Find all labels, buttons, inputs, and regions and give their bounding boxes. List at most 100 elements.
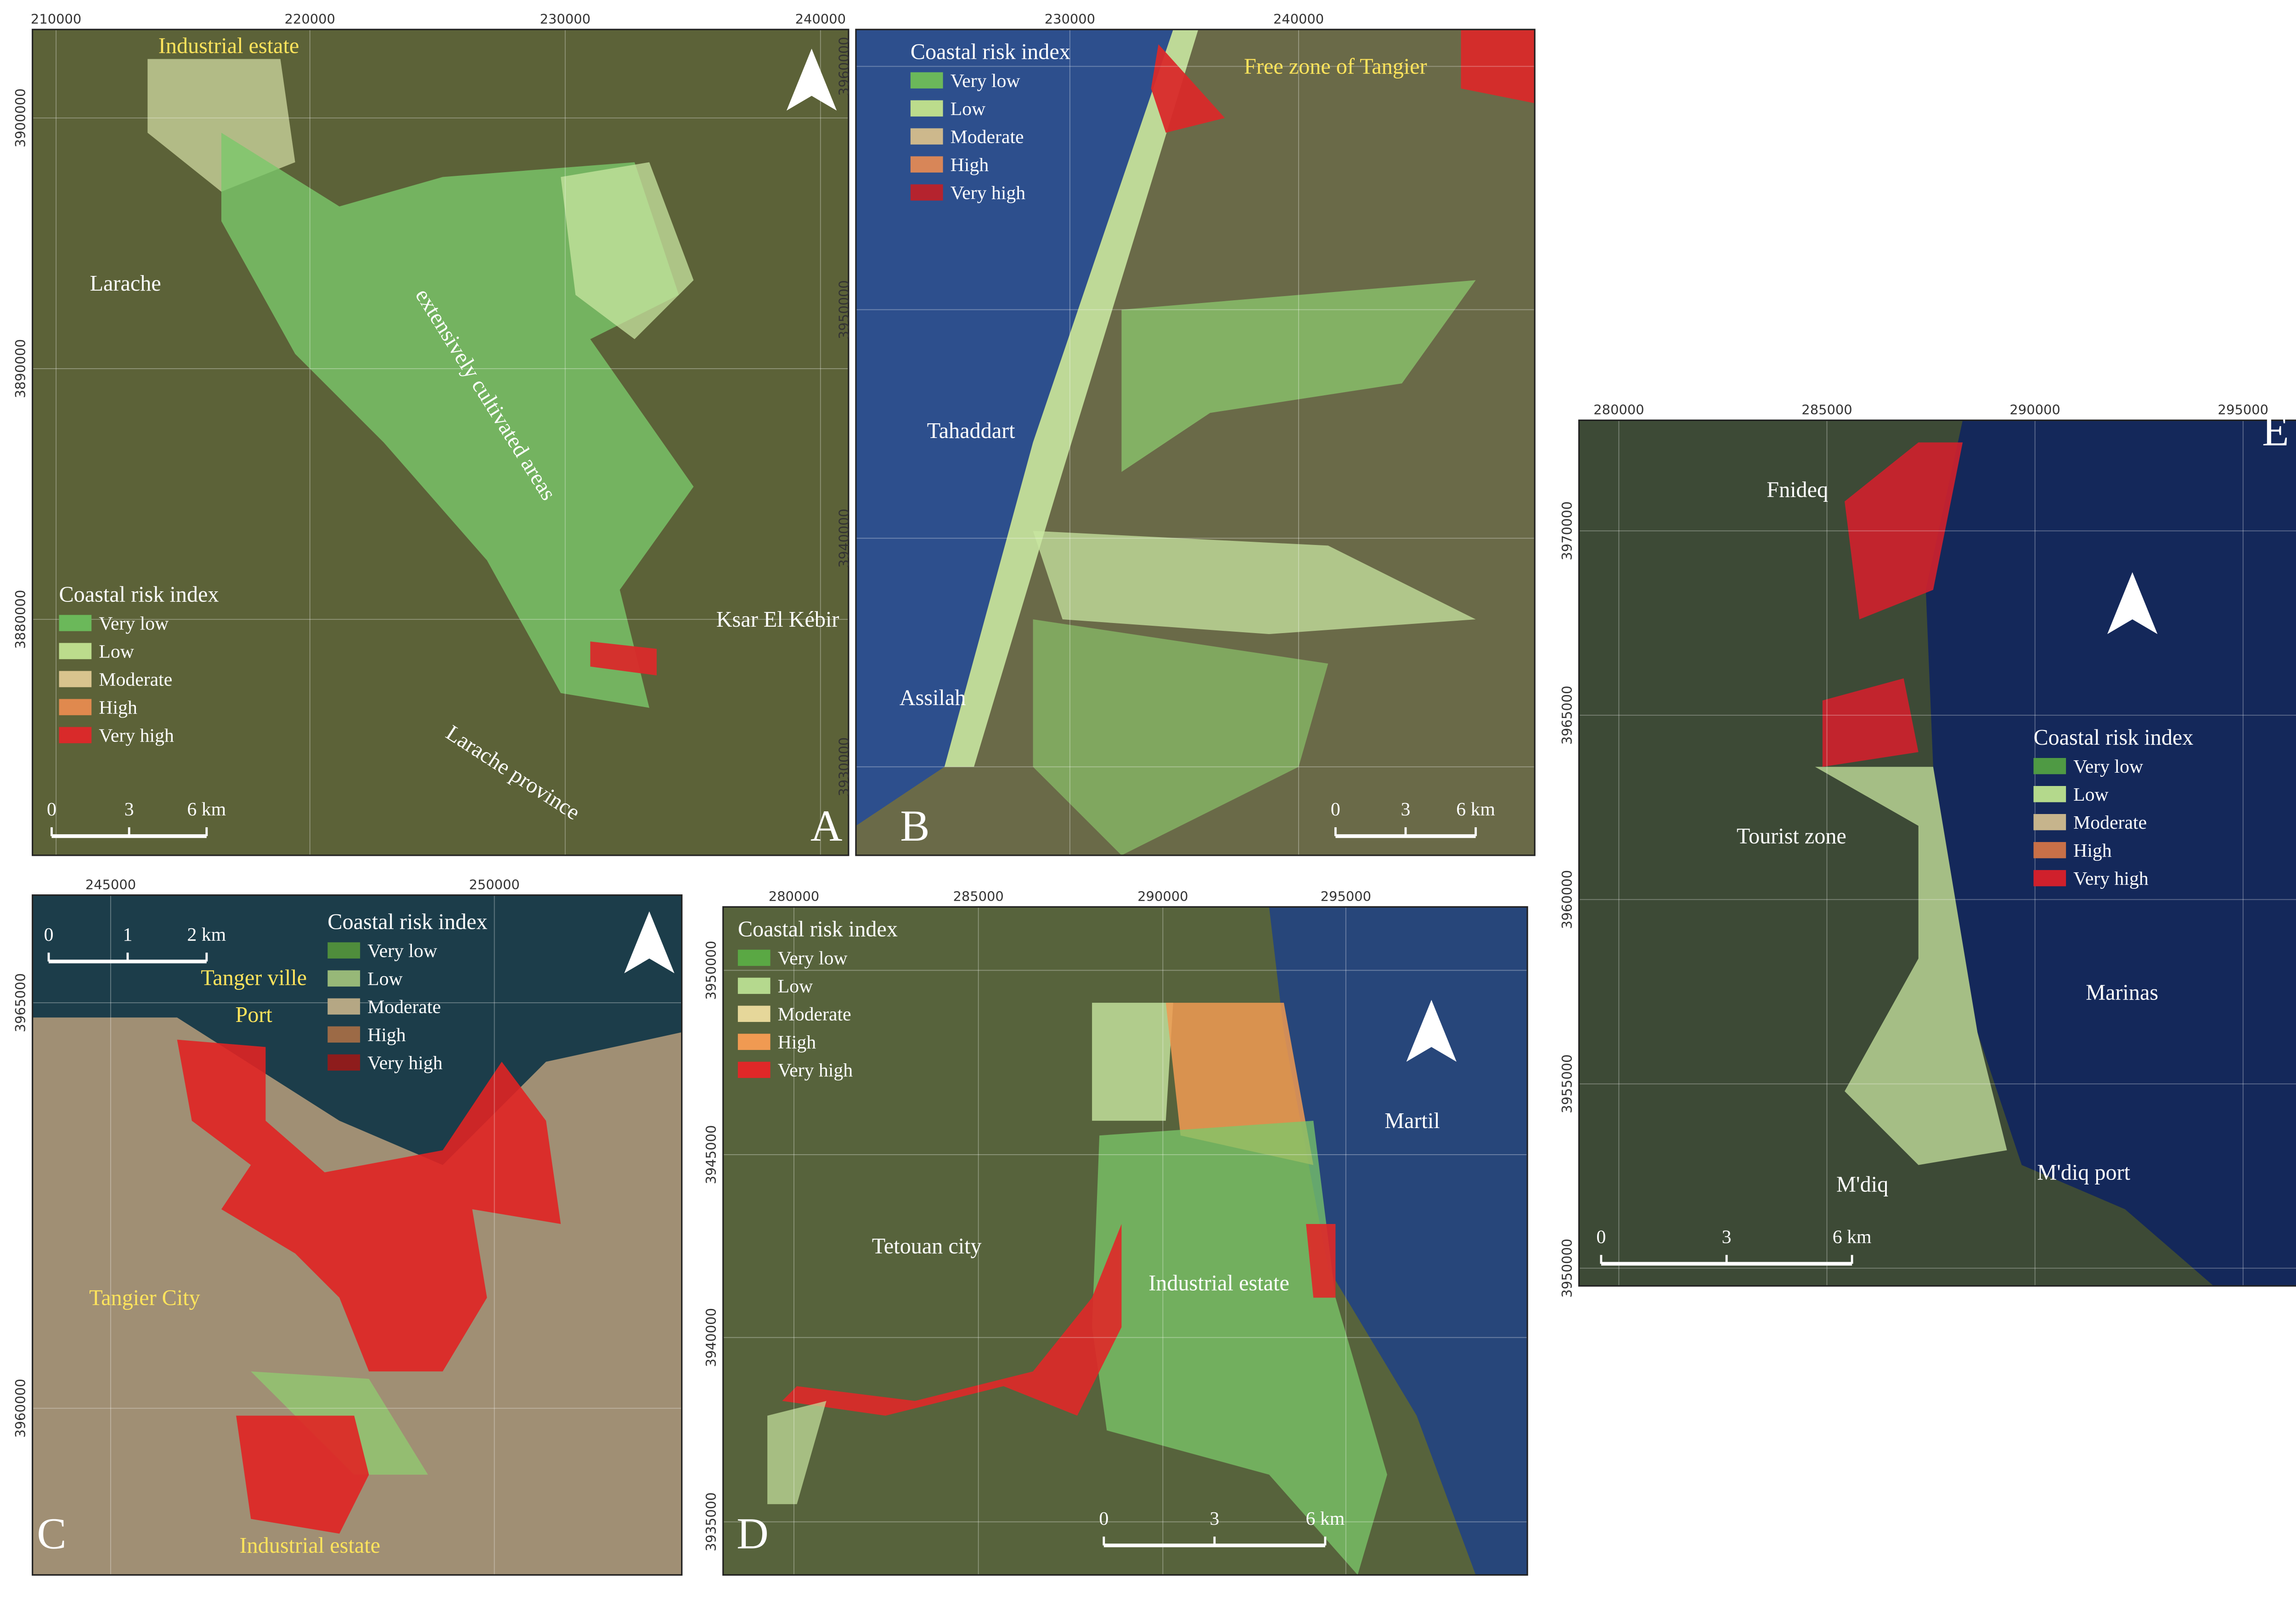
map-panel: 210000 220000 230000 240000 3900000 3890000 38… (13, 11, 850, 856)
scale-label: 0 (1099, 1508, 1109, 1529)
north-arrow (2107, 572, 2158, 634)
legend-label: Moderate (367, 997, 441, 1018)
legend-title: Coastal risk index (327, 910, 487, 934)
risk-zone (1925, 420, 2296, 1286)
legend-label: Moderate (2073, 812, 2147, 833)
frame (1578, 419, 2296, 1287)
legend-swatch (327, 942, 360, 959)
y-coordinate: 3965000 (1559, 685, 1575, 745)
legend-swatch (737, 1061, 771, 1078)
risk-zone (1461, 29, 1535, 103)
legend-label: High (99, 697, 137, 719)
y-coordinate: 3940000 (836, 509, 852, 568)
legend-label: Moderate (951, 127, 1024, 148)
y-coordinate: 3940000 (703, 1308, 719, 1367)
north-arrow (1406, 999, 1457, 1062)
x-coordinate: 240000 (1273, 11, 1324, 27)
risk-zone (1845, 442, 1963, 620)
legend-label: Very low (99, 613, 169, 634)
y-coordinate: 3970000 (1559, 501, 1575, 561)
legend-swatch (59, 727, 92, 743)
frame (32, 28, 850, 856)
risk-zone (236, 1415, 369, 1534)
legend-swatch (737, 1005, 771, 1022)
scale-label: 3 (1210, 1508, 1219, 1529)
panel-letter: A (810, 801, 843, 850)
legend-swatch (910, 100, 943, 117)
y-coordinate: 3950000 (703, 941, 719, 1000)
risk-zone (1269, 907, 1528, 1575)
risk-zone (1822, 678, 1919, 767)
place-label: Tetouan city (872, 1234, 982, 1258)
scale-label: 2 km (187, 924, 226, 945)
x-coordinate: 220000 (285, 11, 335, 27)
legend-label: Very high (951, 183, 1026, 204)
map-panel: 280000 285000 290000 295000 3950000 3945000 39… (703, 889, 1528, 1576)
legend-swatch (59, 643, 92, 659)
map-panel: 230000 240000 3960000 3950000 3940000 3930000… (836, 11, 1536, 856)
y-coordinate: 3960000 (1559, 870, 1575, 929)
risk-zone (1033, 531, 1476, 634)
legend-swatch (327, 1026, 360, 1043)
legend-label: Very high (778, 1060, 853, 1081)
legend-swatch (327, 998, 360, 1015)
legend-label: Very high (99, 725, 174, 747)
x-coordinate: 280000 (769, 889, 819, 904)
risk-zone (590, 641, 657, 676)
place-label: Tourist zone (1737, 824, 1846, 848)
panel-letter: E (2262, 406, 2289, 455)
place-label: Tanger ville (201, 966, 307, 990)
legend-label: Moderate (99, 669, 172, 691)
place-label: Ksar El Kébir (716, 607, 839, 632)
x-coordinate: 230000 (1045, 11, 1095, 27)
x-coordinate: 285000 (1801, 402, 1852, 418)
legend-swatch (2033, 842, 2066, 859)
place-label: Industrial estate (240, 1533, 381, 1558)
x-coordinate: 280000 (1593, 402, 1644, 418)
x-coordinate: 290000 (2009, 402, 2060, 418)
place-label: M'diq port (2037, 1161, 2130, 1185)
scale-label: 0 (44, 924, 54, 945)
x-coordinate: 295000 (2218, 402, 2268, 418)
legend-label: Low (951, 99, 986, 120)
place-label: Port (236, 1003, 273, 1027)
place-label: Assilah (900, 685, 966, 710)
legend-swatch (59, 615, 92, 631)
scale-label: 0 (47, 799, 56, 820)
place-label: Free zone of Tangier (1244, 55, 1427, 79)
legend-swatch (2033, 786, 2066, 803)
y-coordinate: 3950000 (1559, 1239, 1575, 1298)
legend-swatch (327, 970, 360, 987)
scale-label: 3 (1401, 799, 1411, 820)
legend-label: Low (367, 969, 403, 990)
legend-swatch (737, 949, 771, 966)
panel-letter: C (37, 1509, 66, 1558)
risk-zone (782, 1224, 1122, 1416)
place-label: Tahaddart (927, 419, 1016, 443)
legend-label: Low (2073, 784, 2109, 805)
legend-label: High (2073, 840, 2112, 861)
x-coordinate: 210000 (31, 11, 81, 27)
risk-zone (1033, 619, 1328, 855)
legend-label: Moderate (778, 1004, 851, 1025)
panel-letter: B (900, 801, 929, 850)
place-label: Industrial estate (158, 34, 299, 58)
x-coordinate: 285000 (953, 889, 1003, 904)
legend-swatch (910, 128, 943, 145)
y-coordinate: 3900000 (13, 89, 28, 148)
risk-zone (855, 29, 1173, 826)
legend-title: Coastal risk index (2033, 725, 2193, 750)
legend-swatch (737, 1033, 771, 1050)
scale-label: 6 km (1306, 1508, 1345, 1529)
x-coordinate: 240000 (795, 11, 846, 27)
place-label: Tangier City (89, 1286, 200, 1310)
legend-swatch (2033, 870, 2066, 887)
legend-label: High (951, 155, 989, 176)
legend-swatch (910, 72, 943, 89)
frame (855, 28, 1536, 856)
legend-label: High (778, 1032, 816, 1053)
scale-label: 3 (1722, 1227, 1732, 1248)
scale-label: 1 (123, 924, 133, 945)
legend-swatch (59, 671, 92, 687)
